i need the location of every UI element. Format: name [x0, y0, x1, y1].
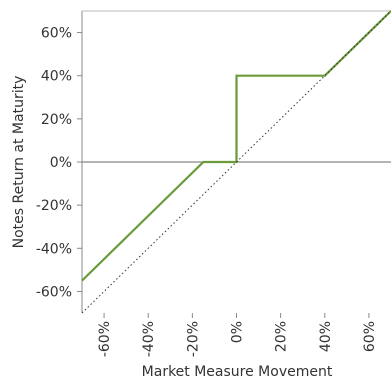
x-axis-ticks: -60% -40% -20% 0% 20% 40% 60% [97, 313, 378, 357]
x-tick-label: -40% [141, 321, 157, 357]
reference-diagonal-line [81, 10, 391, 314]
y-axis-ticks: 60% 40% 20% 0% -20% -40% -60% [36, 26, 82, 300]
notes-return-line [81, 10, 391, 282]
x-tick-label: 20% [274, 321, 290, 352]
y-tick-label: -40% [36, 241, 72, 257]
x-tick-label: 0% [230, 321, 246, 343]
x-tick-label: 60% [362, 321, 378, 352]
y-tick-label: -60% [36, 284, 72, 300]
y-axis-title: Notes Return at Maturity [11, 76, 27, 249]
y-tick-label: -20% [36, 198, 72, 214]
x-tick-label: -60% [97, 321, 113, 357]
series-layer [81, 10, 391, 314]
x-tick-label: -20% [185, 321, 201, 357]
x-tick-label: 40% [318, 321, 334, 352]
y-tick-label: 20% [41, 112, 72, 128]
x-axis-title: Market Measure Movement [142, 364, 333, 377]
y-tick-label: 40% [41, 69, 72, 85]
y-tick-label: 60% [41, 26, 72, 42]
y-tick-label: 0% [50, 155, 72, 171]
